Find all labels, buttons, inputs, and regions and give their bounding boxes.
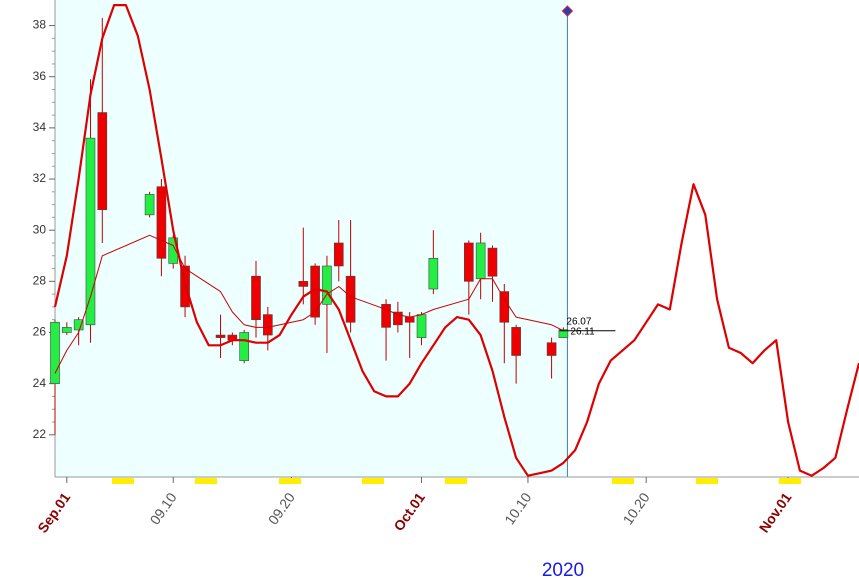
history-area [55,0,567,477]
y-tick-label: 24 [33,376,47,390]
weekend-marker [112,478,134,484]
x-axis-label: 2020 [542,560,584,581]
x-tick-label: Sep.01 [34,489,73,535]
candle-body [98,113,107,210]
candle-body [512,327,521,355]
y-tick-label: 38 [33,18,47,32]
candle-body [429,258,438,289]
candle-body [393,312,402,325]
candle-body [216,335,225,338]
candle-body [74,320,83,330]
background [55,0,567,477]
candle-body [240,332,249,360]
y-tick-label: 34 [33,120,47,134]
close-last-label: 26.11 [570,327,595,338]
y-tick-label: 30 [33,222,47,236]
candle-body [145,194,154,214]
y-tick-label: 32 [33,171,47,185]
candle-body [488,248,497,276]
candle-body [405,317,414,322]
weekend-marker [279,478,301,484]
weekend-marker [779,478,801,484]
x-tick-label: 09.10 [146,489,179,527]
y-tick-label: 26 [33,325,47,339]
y-tick-label: 36 [33,69,47,83]
weekend-marker [445,478,467,484]
weekend-marker [362,478,384,484]
candle-body [263,315,272,335]
candle-body [346,276,355,322]
y-tick-label: 22 [33,427,47,441]
x-tick-label: Nov.01 [756,489,795,535]
weekend-marker [612,478,634,484]
candle-body [334,243,343,266]
candle-body [62,327,71,332]
candle-body [547,343,556,356]
weekend-marker [696,478,718,484]
weekend-marker [195,478,217,484]
candle-body [382,304,391,327]
candle-body [500,292,509,323]
x-tick-label: 10.10 [501,489,534,527]
candle-body [464,243,473,281]
weekend-markers [112,478,801,484]
candle-body [51,322,60,383]
y-tick-label: 28 [33,274,47,288]
candle-body [476,243,485,279]
candle-body [299,281,308,286]
candle-body [417,315,426,338]
candle-body [252,276,261,319]
x-tick-label: 09.20 [265,489,298,527]
x-tick-label: 10.20 [619,489,652,527]
candle-body [157,187,166,259]
x-tick-label: Oct.01 [390,489,428,533]
